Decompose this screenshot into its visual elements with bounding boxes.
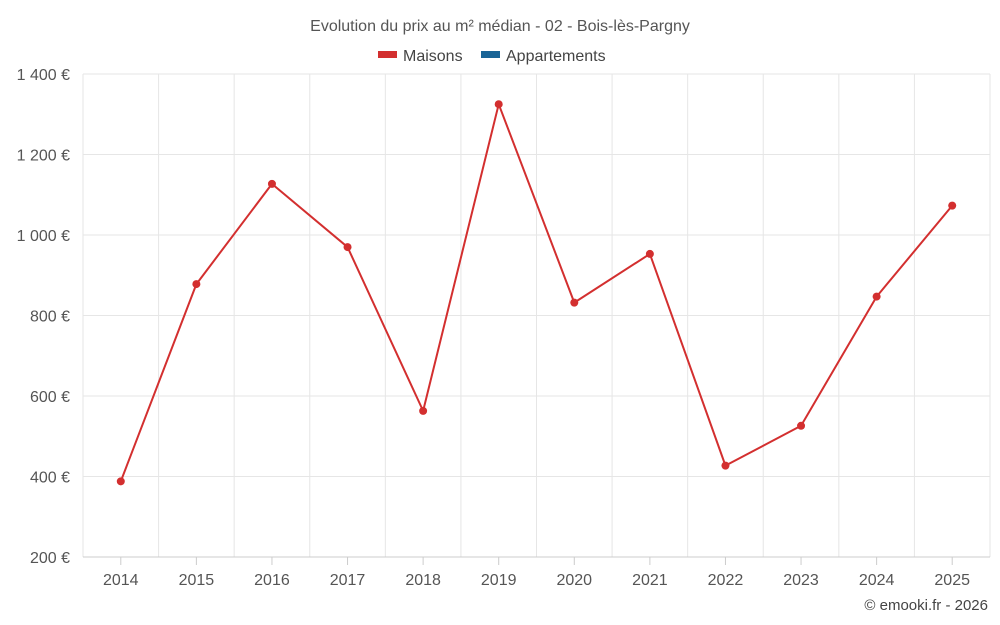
data-point[interactable] [570, 298, 579, 307]
data-point[interactable] [419, 406, 428, 415]
x-tick-label: 2018 [405, 572, 441, 589]
data-point[interactable] [192, 280, 201, 289]
y-axis: 200 € 400 € 600 € 800 € 1 000 € 1 200 € 1 400 … [17, 67, 70, 567]
y-tick-label: 400 € [30, 470, 70, 487]
data-point[interactable] [267, 179, 276, 188]
x-tick-label: 2024 [859, 572, 895, 589]
data-point[interactable] [645, 249, 654, 258]
legend-item-maisons[interactable]: Maisons [378, 48, 463, 65]
data-point[interactable] [872, 292, 881, 301]
data-point[interactable] [494, 100, 503, 109]
x-tick-label: 2023 [783, 572, 819, 589]
legend-label-appartements: Appartements [506, 48, 606, 65]
data-point[interactable] [948, 201, 957, 210]
data-point[interactable] [116, 477, 125, 486]
y-tick-label: 1 200 € [17, 148, 70, 165]
x-axis: 2014 2015 2016 2017 2018 2019 2020 2021 2022 2023… [83, 556, 990, 589]
x-tick-label: 2019 [481, 572, 517, 589]
x-tick-label: 2016 [254, 572, 290, 589]
y-tick-label: 800 € [30, 309, 70, 326]
legend: Maisons Appartements [378, 48, 606, 65]
x-tick-label: 2025 [934, 572, 970, 589]
y-tick-label: 200 € [30, 550, 70, 567]
grid [82, 73, 991, 557]
x-tick-label: 2014 [103, 572, 139, 589]
y-tick-label: 1 400 € [17, 67, 70, 84]
y-tick-label: 1 000 € [17, 228, 70, 245]
x-tick-label: 2022 [708, 572, 744, 589]
data-point[interactable] [721, 461, 730, 470]
data-point[interactable] [343, 243, 352, 252]
legend-swatch-appartements [481, 51, 500, 58]
legend-item-appartements[interactable]: Appartements [481, 48, 606, 65]
legend-swatch-maisons [378, 51, 397, 58]
x-tick-label: 2017 [330, 572, 366, 589]
data-point[interactable] [797, 421, 806, 430]
series-maisons [116, 100, 957, 486]
legend-label-maisons: Maisons [403, 48, 463, 65]
x-tick-label: 2021 [632, 572, 668, 589]
series-line-maisons [119, 103, 953, 482]
credit-text: © emooki.fr - 2026 [864, 597, 988, 614]
chart-title: Evolution du prix au m² médian - 02 - Bo… [310, 18, 690, 35]
x-tick-label: 2015 [179, 572, 215, 589]
x-tick-label: 2020 [556, 572, 592, 589]
y-tick-label: 600 € [30, 389, 70, 406]
